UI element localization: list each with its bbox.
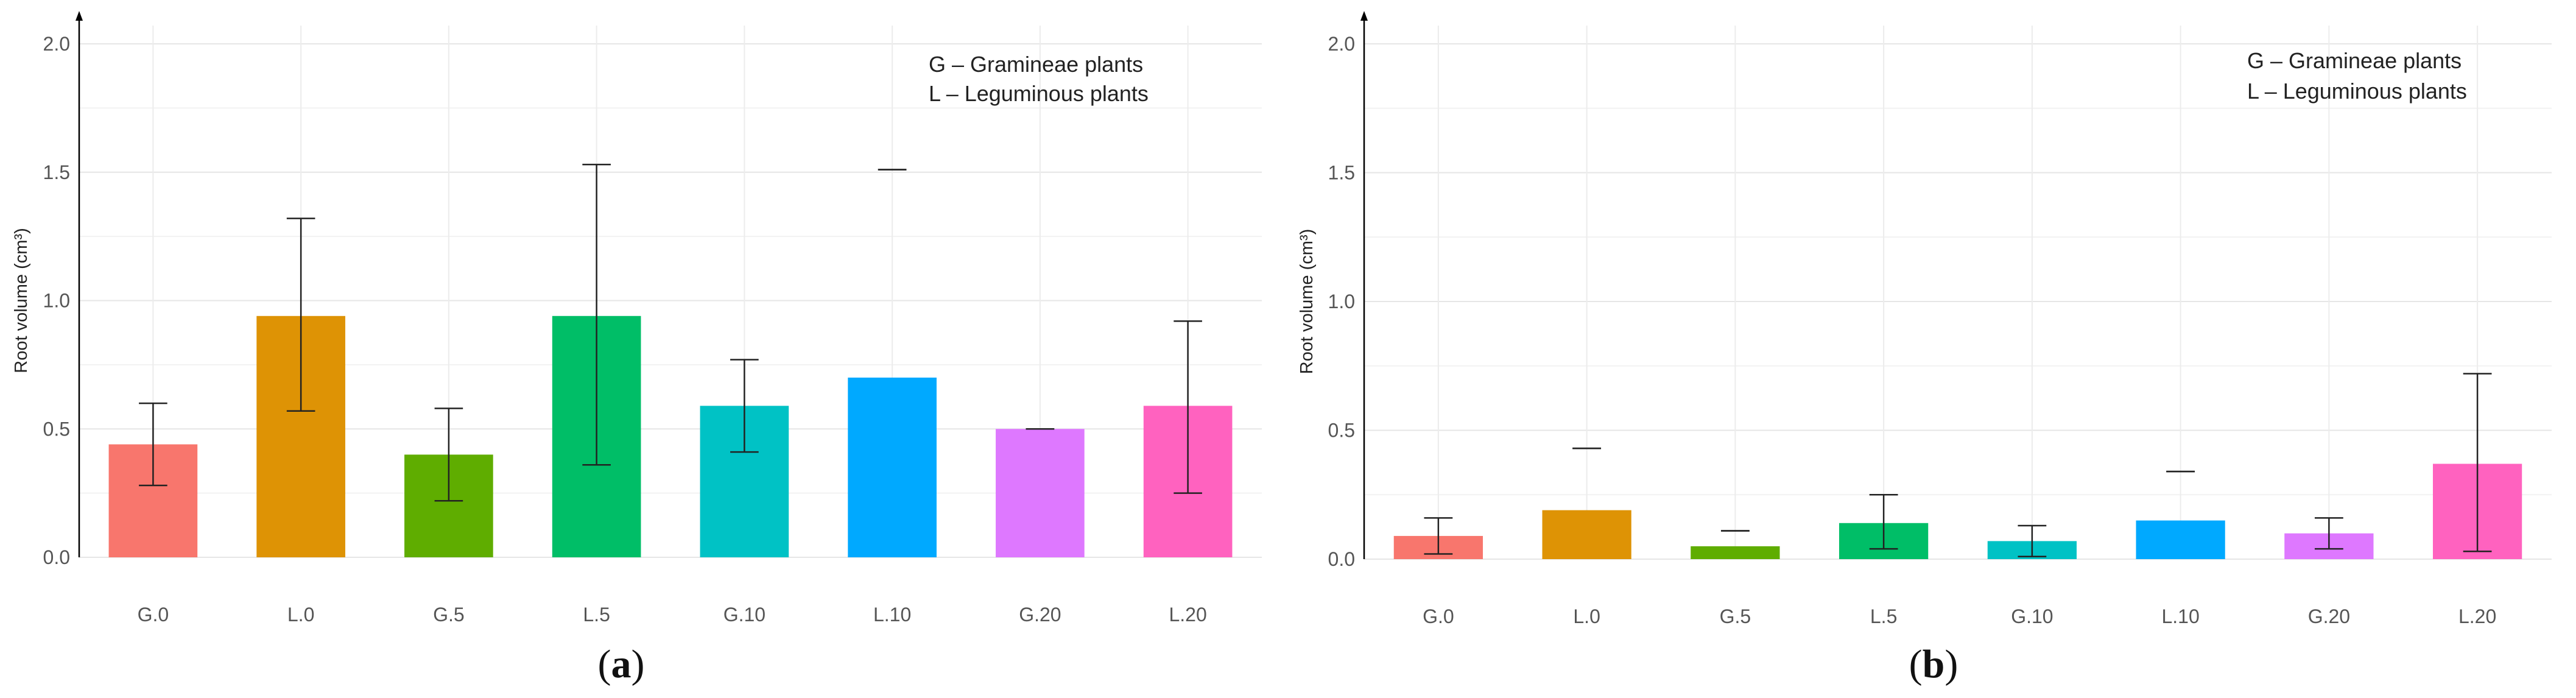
error-bar-G.10 (730, 359, 759, 453)
x-tick-label: G.5 (1720, 605, 1751, 627)
x-tick-label: L.0 (1573, 605, 1600, 627)
error-bar-G.10 (2018, 524, 2047, 558)
bar-G.20 (996, 429, 1085, 557)
x-tick-label: G.0 (1423, 605, 1454, 627)
y-tick-label: 1.5 (43, 161, 70, 183)
x-tick-label: G.10 (723, 604, 765, 626)
error-bar-L.0 (286, 217, 315, 412)
panel-label-open: ( (1909, 642, 1923, 686)
panel-label-open: ( (598, 642, 611, 686)
panel-label-close: ) (1944, 642, 1958, 686)
panel-label-letter: a (611, 642, 632, 686)
y-axis-arrowhead (76, 11, 83, 21)
y-tick-label: 1.5 (1328, 162, 1355, 184)
chart-panel-a: 0.0 0.5 1.0 1.5 2.0 Root volume (cm³) G.0 L.0 G.… (12, 11, 1262, 686)
y-tick-label: 0.5 (1328, 420, 1355, 442)
gridlines (1364, 26, 2552, 560)
error-bar-G.5 (434, 407, 463, 502)
error-bar-L.20 (1174, 320, 1202, 494)
error-bar-G.20 (2314, 517, 2343, 550)
error-bar-G.0 (1424, 517, 1453, 555)
legend-entry: G – Gramineae plants (2247, 48, 2462, 73)
y-tick-label: 2.0 (1328, 33, 1355, 55)
bar-L.10 (2136, 520, 2225, 559)
x-tick-label: L.10 (873, 604, 911, 626)
x-tick-label: G.20 (1019, 604, 1061, 626)
legend-entry: L – Leguminous plants (929, 81, 1149, 106)
panel-label: (a) (598, 642, 645, 686)
x-tick-label: L.20 (2458, 605, 2496, 627)
y-tick-label: 2.0 (43, 33, 70, 55)
legend-entry: L – Leguminous plants (2247, 79, 2467, 104)
chart-panel-b: 0.0 0.5 1.0 1.5 2.0 Root volume (cm³) G.0 L.0 G.… (1297, 11, 2552, 686)
error-bar-G.0 (139, 402, 167, 487)
y-axis-arrowhead (1360, 11, 1368, 21)
y-axis-title: Root volume (cm³) (12, 228, 31, 373)
x-tick-label: G.20 (2308, 605, 2350, 627)
error-bar-L.20 (2463, 373, 2492, 552)
panel-label-close: ) (632, 642, 645, 686)
x-tick-label: L.5 (1870, 605, 1897, 627)
legend-entry: G – Gramineae plants (929, 52, 1143, 77)
x-tick-label: L.0 (287, 604, 314, 626)
x-tick-label: L.20 (1169, 604, 1206, 626)
x-tick-label: G.5 (433, 604, 465, 626)
error-bar-L.5 (1869, 494, 1898, 550)
bar-G.5 (1691, 546, 1780, 559)
y-axis-title: Root volume (cm³) (1297, 229, 1317, 375)
x-tick-label: G.10 (2011, 605, 2053, 627)
x-tick-label: L.10 (2161, 605, 2199, 627)
y-tick-label: 1.0 (1328, 291, 1355, 312)
y-tick-label: 0.0 (43, 546, 70, 568)
y-tick-label: 0.5 (43, 418, 70, 440)
x-tick-label: G.0 (138, 604, 169, 626)
y-tick-label: 1.0 (43, 290, 70, 312)
panel-label: (b) (1909, 642, 1958, 686)
bar-L.10 (848, 377, 937, 557)
y-tick-label: 0.0 (1328, 548, 1355, 570)
x-tick-label: L.5 (583, 604, 610, 626)
error-bar-L.5 (582, 163, 611, 466)
panel-label-letter: b (1923, 642, 1945, 686)
bar-L.0 (1542, 510, 1631, 559)
